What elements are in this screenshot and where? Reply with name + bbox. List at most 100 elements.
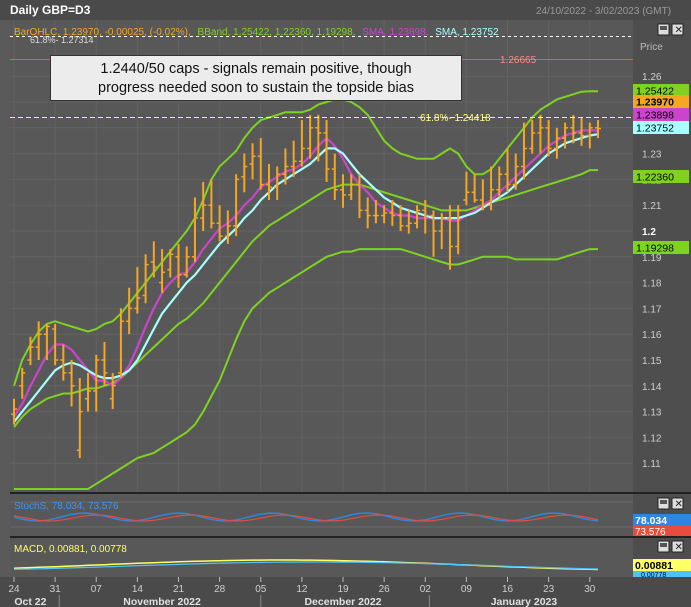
- macd-tag: [633, 559, 691, 571]
- x-day-label: 09: [461, 584, 473, 595]
- close-price-tag: [633, 95, 689, 108]
- bb-lower-tag: [633, 241, 689, 254]
- ohlc-bar: [446, 205, 453, 270]
- bb-middle-tag-text: 1.22360: [636, 172, 674, 184]
- fib-label: 61.8%- 1.24418: [420, 113, 491, 124]
- ohlc-bar: [183, 246, 190, 278]
- sma-slow-tag: [633, 121, 689, 134]
- ohlc-bar: [249, 143, 256, 180]
- close-icon[interactable]: [671, 540, 684, 553]
- macd-signal-line: [13, 561, 599, 570]
- ohlc-bar: [323, 120, 330, 182]
- ohlc-bar: [586, 122, 593, 149]
- ohlc-bar: [233, 174, 240, 237]
- ohlc-bar: [200, 181, 207, 231]
- ohlc-bar: [438, 212, 445, 250]
- x-day-label: 31: [50, 584, 62, 595]
- legend-sma1: SMA, 1.23898,: [362, 27, 428, 38]
- ohlc-bar: [35, 321, 42, 360]
- x-day-label: 23: [543, 584, 555, 595]
- x-day-label: 16: [502, 584, 514, 595]
- bb-middle-tag: [633, 170, 689, 183]
- y-tick-label: 1.15: [642, 356, 662, 367]
- stoch-d-tag: [633, 526, 691, 537]
- ohlc-bar: [381, 205, 388, 224]
- ohlc-bar: [372, 200, 379, 224]
- legend-line: BarOHLC, 1.23970, -0.00025, (-0.02%), BB…: [14, 27, 499, 38]
- y-tick-label: 1.26: [642, 72, 662, 83]
- x-day-label: 02: [420, 584, 432, 595]
- x-day-label: 24: [8, 584, 20, 595]
- ohlc-bar: [578, 117, 585, 146]
- ohlc-bar: [257, 138, 264, 190]
- annotation-line-1: 1.2440/50 caps - signals remain positive…: [100, 61, 412, 77]
- ohlc-bar: [175, 243, 182, 288]
- stoch-d-line: [13, 514, 599, 522]
- ohlc-bar: [471, 174, 478, 203]
- svg-text:✕: ✕: [675, 499, 683, 510]
- ohlc-bar: [430, 210, 437, 257]
- sma-slow-tag-text: 1.23752: [636, 123, 674, 135]
- sma-fast-tag: [633, 108, 689, 121]
- x-month-label: Oct 22: [14, 596, 46, 607]
- legend-bband: BBand, 1.25422, 1.22360, 1.19298,: [198, 27, 356, 38]
- ohlc-bar: [520, 122, 527, 180]
- y-tick-label: 1.14: [642, 382, 662, 393]
- stoch-k-tag-text: 78.034: [635, 515, 667, 527]
- ohlc-bar: [356, 174, 363, 219]
- ohlc-bar: [397, 205, 404, 231]
- legend-sma2: SMA, 1.23752: [435, 27, 499, 38]
- legend-fib-line1: 61.8%- 1.27314: [30, 35, 94, 45]
- ohlc-bar: [331, 153, 338, 201]
- ohlc-bar: [562, 122, 569, 149]
- x-month-label: December 2022: [304, 596, 381, 607]
- sma-fast-line: [13, 129, 598, 418]
- ohlc-bar: [216, 205, 223, 242]
- y-tick-label: 1.2: [642, 227, 656, 238]
- y-tick-label: 1.23: [642, 150, 662, 161]
- y-tick-label: 1.16: [642, 330, 662, 341]
- ohlc-bar: [290, 140, 297, 177]
- ohlc-bar: [455, 205, 462, 255]
- ohlc-bar: [68, 360, 75, 407]
- x-day-label: 28: [214, 584, 226, 595]
- stoch-panel-controls: ✕: [657, 497, 684, 510]
- bb-lower-tag-text: 1.19298: [636, 243, 674, 255]
- ohlc-bar: [265, 163, 272, 201]
- close-icon[interactable]: [671, 497, 684, 510]
- bb-lower-line: [14, 248, 598, 490]
- ohlc-bar: [414, 205, 421, 229]
- ohlc-bar: [348, 174, 355, 201]
- macd-signal-tag-text: 0.00778: [641, 572, 666, 579]
- sma-slow-line: [13, 133, 599, 423]
- ohlc-bar: [496, 166, 503, 198]
- x-day-label: 12: [296, 584, 308, 595]
- x-day-label: 30: [584, 584, 596, 595]
- sma-lines: [13, 129, 599, 423]
- ohlc-bar: [488, 166, 495, 211]
- stoch-k-line: [13, 512, 599, 522]
- ohlc-bar: [224, 210, 231, 244]
- stoch-panel: [10, 494, 633, 536]
- ohlc-bar: [85, 372, 92, 412]
- ohlc-bar: [109, 372, 116, 410]
- ohlc-bar: [150, 241, 157, 278]
- x-month-label: November 2022: [123, 596, 201, 607]
- ohlc-bar: [422, 200, 429, 234]
- ohlc-bar: [208, 179, 215, 229]
- x-day-label: 14: [132, 584, 144, 595]
- close-icon[interactable]: [671, 23, 684, 36]
- stoch-k-tag: [633, 514, 691, 526]
- y-tick-label: 1.17: [642, 304, 662, 315]
- ohlc-bar: [463, 171, 470, 206]
- ohlc-bar: [27, 336, 34, 366]
- x-day-label: 26: [379, 584, 391, 595]
- ohlc-bar: [282, 148, 289, 185]
- annotation-line-2: progress needed soon to sustain the tops…: [98, 80, 414, 96]
- x-axis-labels: 24 31 07 14 21 28 05 12 19 26 02 09 16 23 30 Oct 22 Nove…: [8, 577, 596, 607]
- main-panel-controls: ✕: [657, 23, 684, 36]
- ohlc-bar: [504, 148, 511, 193]
- x-day-label: 21: [173, 584, 185, 595]
